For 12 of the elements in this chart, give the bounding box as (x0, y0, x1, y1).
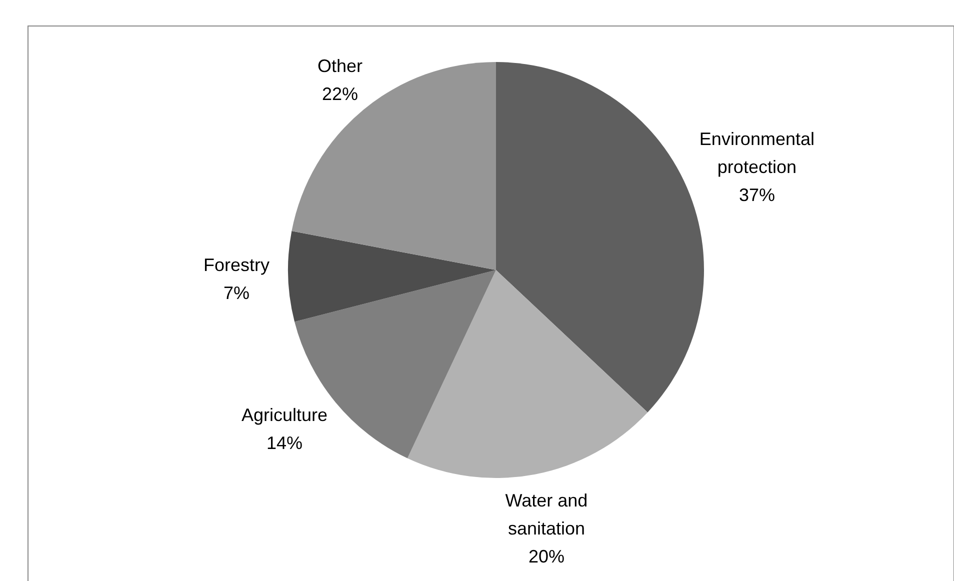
pie-slice (407, 270, 648, 478)
data-label: 7% (224, 282, 250, 303)
slice-label: Forestry (204, 254, 270, 275)
slice-label: Agriculture (242, 405, 328, 426)
data-label: 14% (266, 433, 303, 454)
data-label: 20% (528, 546, 565, 566)
slice-label: Environmental protection (699, 128, 814, 177)
slice-label: Other (317, 56, 363, 76)
data-label: 22% (322, 84, 358, 104)
pie-slice (288, 231, 496, 322)
data-label: 37% (738, 184, 775, 205)
slice-label: Water and sanitation (505, 490, 588, 538)
